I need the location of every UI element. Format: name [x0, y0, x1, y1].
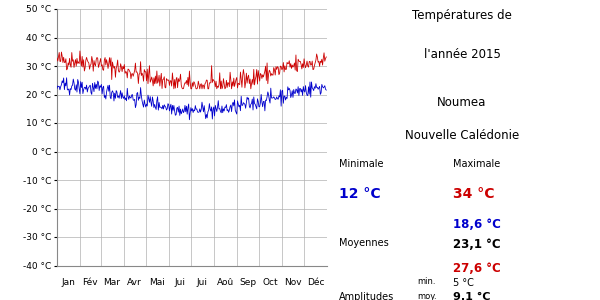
Text: min.: min.: [417, 278, 436, 286]
Text: Moyennes: Moyennes: [339, 238, 389, 248]
Text: Minimale: Minimale: [339, 159, 383, 169]
Text: Maximale: Maximale: [453, 159, 500, 169]
Text: Aoû: Aoû: [217, 278, 234, 287]
Text: Oct: Oct: [263, 278, 278, 287]
Text: Amplitudes: Amplitudes: [339, 292, 394, 300]
Text: Jui: Jui: [174, 278, 185, 287]
Text: Températures de: Températures de: [412, 9, 512, 22]
Text: Jan: Jan: [62, 278, 76, 287]
Text: Jui: Jui: [197, 278, 208, 287]
Text: 27,6 °C: 27,6 °C: [453, 262, 501, 275]
Text: moy.: moy.: [417, 292, 437, 300]
Text: Nov: Nov: [284, 278, 302, 287]
Text: 5 °C: 5 °C: [453, 278, 474, 287]
Text: Déc: Déc: [307, 278, 324, 287]
Text: Mar: Mar: [104, 278, 121, 287]
Text: Mai: Mai: [149, 278, 165, 287]
Text: Avr: Avr: [127, 278, 142, 287]
Text: Noumea: Noumea: [437, 96, 487, 109]
Text: 23,1 °C: 23,1 °C: [453, 238, 500, 251]
Text: l'année 2015: l'année 2015: [424, 48, 500, 61]
Text: 34 °C: 34 °C: [453, 188, 494, 202]
Text: Nouvelle Calédonie: Nouvelle Calédonie: [405, 129, 519, 142]
Text: Sep: Sep: [239, 278, 256, 287]
Text: Fév: Fév: [82, 278, 98, 287]
Text: 12 °C: 12 °C: [339, 188, 380, 202]
Text: 9,1 °C: 9,1 °C: [453, 292, 491, 300]
Text: 18,6 °C: 18,6 °C: [453, 218, 501, 230]
